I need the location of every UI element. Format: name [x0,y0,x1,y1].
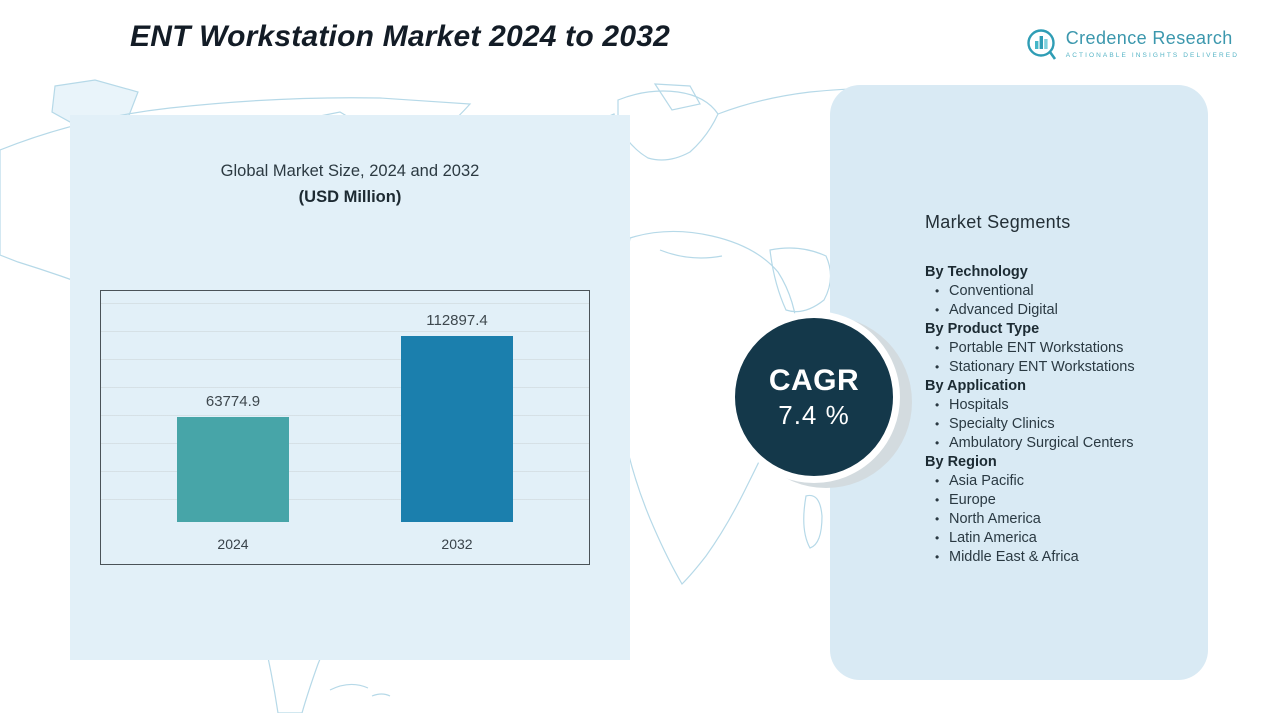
bullet-icon: • [935,341,940,355]
brand-name: Credence Research [1065,28,1233,48]
segment-item: • Conventional [925,282,1184,301]
bar-chart-plot: 63774.9 2024 112897.4 2032 [100,290,590,565]
segment-group-label: By Application [925,378,1026,394]
bar-2032 [401,336,513,522]
bullet-icon: • [935,531,940,545]
segment-item-label: North America [949,511,1041,527]
chart-subtitle: (USD Million) [298,188,402,206]
segment-item-label: Advanced Digital [949,302,1058,318]
segment-item: • Middle East & Africa [925,548,1184,567]
bar-2024 [177,417,289,522]
map-europe [617,90,719,161]
segment-item: • Advanced Digital [925,301,1184,320]
brand-tagline: Actionable Insights Delivered [1065,52,1239,59]
segment-item-label: Europe [949,492,996,508]
segment-groups: By Technology • Conventional • Advanced Digi… [925,263,1184,567]
bullet-icon: • [935,550,940,564]
bar-value-label: 63774.9 [205,393,261,410]
segment-item: • Hospitals [925,396,1184,415]
segment-item: • North America [925,510,1184,529]
bar-category-label: 2024 [217,536,249,552]
bullet-icon: • [935,398,940,412]
segment-group-label: By Region [925,454,997,470]
bullet-icon: • [935,360,940,374]
bar-category-label: 2032 [441,536,473,552]
map-islands [329,683,391,697]
segments-title: Market Segments [925,212,1071,232]
segment-item-label: Hospitals [949,397,1009,413]
brand-logo: Credence Research Actionable Insights De… [1026,28,1239,62]
segment-item: • Europe [925,491,1184,510]
segment-item-label: Asia Pacific [949,473,1024,489]
segment-item: • Ambulatory Surgical Centers [925,434,1184,453]
cagr-value: 7.4 % [778,399,850,430]
segment-item-label: Middle East & Africa [949,549,1079,565]
segment-item: • Asia Pacific [925,472,1184,491]
segment-item: • Portable ENT Workstations [925,339,1184,358]
segment-group-label: By Product Type [925,321,1040,337]
segment-item-label: Portable ENT Workstations [949,340,1124,356]
map-detail-line [659,249,723,259]
bar-value-label: 112897.4 [426,312,488,329]
segment-item-label: Stationary ENT Workstations [949,359,1135,375]
bullet-icon: • [935,303,940,317]
bullet-icon: • [935,512,940,526]
segment-item: • Latin America [925,529,1184,548]
page-title: ENT Workstation Market 2024 to 2032 [130,20,670,53]
bullet-icon: • [935,436,940,450]
bullet-icon: • [935,417,940,431]
chart-title: Global Market Size, 2024 and 2032 [220,162,480,180]
bullet-icon: • [935,284,940,298]
bullet-icon: • [935,493,940,507]
brand-text: Credence Research Actionable Insights De… [1066,28,1239,59]
map-arabia [769,247,832,313]
segment-item-label: Ambulatory Surgical Centers [949,435,1134,451]
segment-item-label: Latin America [949,530,1037,546]
bullet-icon: • [935,474,940,488]
cagr-label: CAGR [768,363,860,397]
map-scandinavia [653,83,701,111]
chart-panel: Global Market Size, 2024 and 2032 (USD M… [70,115,630,660]
cagr-badge: CAGR 7.4 % [728,311,900,483]
segment-item: • Stationary ENT Workstations [925,358,1184,377]
map-madagascar [803,494,823,549]
segment-item-label: Conventional [949,283,1034,299]
gridlines [101,303,589,522]
segment-item-label: Specialty Clinics [949,416,1055,432]
segment-item: • Specialty Clinics [925,415,1184,434]
segment-group-label: By Technology [925,264,1028,280]
bar-chart-magnifier-icon [1027,29,1056,60]
